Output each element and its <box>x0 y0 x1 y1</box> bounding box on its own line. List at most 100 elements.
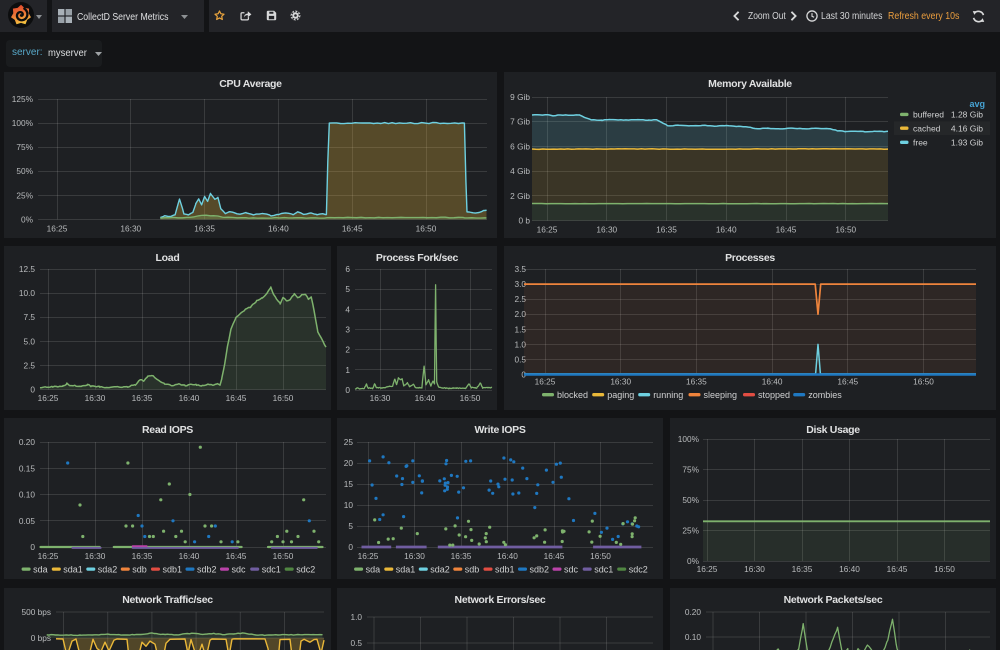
svg-text:16:25: 16:25 <box>535 377 556 387</box>
svg-text:5: 5 <box>345 284 350 294</box>
svg-text:stopped: stopped <box>758 390 790 400</box>
svg-text:16:45: 16:45 <box>776 225 797 235</box>
svg-text:16:45: 16:45 <box>544 551 565 561</box>
svg-text:0: 0 <box>30 542 35 552</box>
svg-text:16:35: 16:35 <box>656 225 677 235</box>
svg-text:0.5: 0.5 <box>514 354 526 364</box>
svg-text:1: 1 <box>345 365 350 375</box>
svg-text:10: 10 <box>344 500 354 510</box>
svg-text:buffered: buffered <box>913 110 944 120</box>
svg-text:4: 4 <box>345 304 350 314</box>
svg-text:12.5: 12.5 <box>19 264 36 274</box>
svg-text:16:40: 16:40 <box>268 223 289 233</box>
svg-text:16:50: 16:50 <box>835 225 856 235</box>
svg-text:sda: sda <box>366 565 381 575</box>
svg-text:2.5: 2.5 <box>23 361 35 371</box>
svg-text:25%: 25% <box>682 526 699 536</box>
svg-text:50%: 50% <box>682 495 699 505</box>
svg-text:sdc2: sdc2 <box>629 565 648 575</box>
svg-text:16:25: 16:25 <box>358 551 379 561</box>
svg-text:sdb2: sdb2 <box>197 565 217 575</box>
svg-text:16:30: 16:30 <box>596 225 617 235</box>
svg-text:sdc1: sdc1 <box>594 565 613 575</box>
svg-text:75%: 75% <box>682 465 699 475</box>
svg-text:16:45: 16:45 <box>837 377 858 387</box>
svg-text:sdb: sdb <box>132 565 147 575</box>
svg-text:sda1: sda1 <box>396 565 416 575</box>
svg-text:sda1: sda1 <box>63 565 83 575</box>
svg-text:9 Gib: 9 Gib <box>510 92 530 102</box>
svg-text:cached: cached <box>913 124 941 134</box>
svg-text:25: 25 <box>344 437 354 447</box>
svg-text:0.20: 0.20 <box>685 607 702 617</box>
svg-text:0.20: 0.20 <box>19 437 36 447</box>
svg-text:sdc1: sdc1 <box>262 565 281 575</box>
svg-text:0.05: 0.05 <box>19 516 36 526</box>
svg-text:2.0: 2.0 <box>514 309 526 319</box>
svg-text:125%: 125% <box>12 94 34 104</box>
svg-text:16:35: 16:35 <box>194 223 215 233</box>
svg-text:0 bps: 0 bps <box>31 633 51 643</box>
svg-text:0: 0 <box>348 542 353 552</box>
svg-text:sdb1: sdb1 <box>495 565 515 575</box>
svg-text:16:25: 16:25 <box>47 223 68 233</box>
svg-text:16:35: 16:35 <box>686 377 707 387</box>
svg-text:16:40: 16:40 <box>716 225 737 235</box>
svg-text:5.0: 5.0 <box>23 336 35 346</box>
svg-text:100%: 100% <box>678 434 700 444</box>
svg-text:16:25: 16:25 <box>697 564 718 574</box>
svg-text:sdc: sdc <box>564 565 579 575</box>
svg-text:sda: sda <box>33 565 48 575</box>
svg-text:2.5: 2.5 <box>514 294 526 304</box>
svg-text:avg: avg <box>969 99 985 109</box>
svg-text:16:40: 16:40 <box>497 551 518 561</box>
svg-text:0.5: 0.5 <box>350 638 362 648</box>
svg-text:15: 15 <box>344 479 354 489</box>
svg-text:20: 20 <box>344 458 354 468</box>
svg-text:2: 2 <box>345 345 350 355</box>
svg-text:16:30: 16:30 <box>85 393 106 403</box>
svg-text:16:25: 16:25 <box>38 393 59 403</box>
svg-text:5: 5 <box>348 521 353 531</box>
svg-text:16:25: 16:25 <box>537 225 558 235</box>
svg-text:16:35: 16:35 <box>792 564 813 574</box>
svg-text:16:40: 16:40 <box>839 564 860 574</box>
svg-text:16:25: 16:25 <box>38 551 59 561</box>
svg-text:1.93 Gib: 1.93 Gib <box>951 138 983 148</box>
svg-text:16:50: 16:50 <box>460 393 481 403</box>
svg-text:3: 3 <box>345 325 350 335</box>
svg-text:sdc2: sdc2 <box>296 565 315 575</box>
svg-text:0.10: 0.10 <box>19 490 36 500</box>
svg-text:sleeping: sleeping <box>704 390 738 400</box>
svg-text:16:35: 16:35 <box>132 551 153 561</box>
svg-text:16:40: 16:40 <box>179 551 200 561</box>
svg-text:0%: 0% <box>21 214 34 224</box>
svg-text:2 Gib: 2 Gib <box>510 191 530 201</box>
svg-text:0.10: 0.10 <box>685 632 702 642</box>
svg-text:16:30: 16:30 <box>85 551 106 561</box>
svg-text:16:35: 16:35 <box>451 551 472 561</box>
svg-text:16:30: 16:30 <box>370 393 391 403</box>
svg-text:1.5: 1.5 <box>514 324 526 334</box>
svg-text:0: 0 <box>30 385 35 395</box>
svg-text:7.5: 7.5 <box>23 312 35 322</box>
svg-text:3.0: 3.0 <box>514 279 526 289</box>
svg-text:16:30: 16:30 <box>120 223 141 233</box>
svg-text:16:40: 16:40 <box>179 393 200 403</box>
svg-text:500 bps: 500 bps <box>21 607 51 617</box>
svg-text:0.15: 0.15 <box>19 463 36 473</box>
svg-text:6 Gib: 6 Gib <box>510 141 530 151</box>
svg-text:sdc: sdc <box>232 565 247 575</box>
svg-text:0: 0 <box>521 370 526 380</box>
svg-text:16:30: 16:30 <box>404 551 425 561</box>
svg-text:paging: paging <box>607 390 634 400</box>
svg-text:16:30: 16:30 <box>744 564 765 574</box>
svg-text:16:40: 16:40 <box>762 377 783 387</box>
svg-text:1.0: 1.0 <box>514 339 526 349</box>
svg-text:16:50: 16:50 <box>273 551 294 561</box>
svg-text:75%: 75% <box>16 142 33 152</box>
svg-text:25%: 25% <box>16 190 33 200</box>
svg-text:16:40: 16:40 <box>415 393 436 403</box>
svg-text:0%: 0% <box>687 556 700 566</box>
svg-text:16:50: 16:50 <box>416 223 437 233</box>
